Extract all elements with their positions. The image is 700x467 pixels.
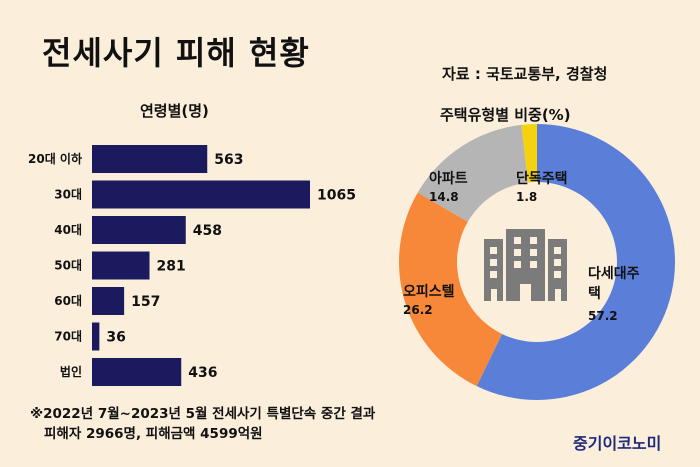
bar-value-label: 157 xyxy=(131,294,160,310)
building-window xyxy=(490,259,497,266)
bar-category-label: 20대 이하 xyxy=(28,151,82,166)
publisher-logo: 중기이코노미 xyxy=(573,434,662,453)
footnote: ※2022년 7월~2023년 5월 전세사기 특별단속 중간 결과 피해자 2… xyxy=(30,404,375,444)
donut-slice-label: 택 xyxy=(588,285,601,302)
building-door xyxy=(520,284,531,301)
building-window xyxy=(490,271,497,278)
bar xyxy=(92,180,310,209)
bar-value-label: 563 xyxy=(214,152,243,168)
bar xyxy=(92,251,150,280)
building-window xyxy=(530,237,537,244)
donut-slice xyxy=(476,124,676,400)
bar-category-label: 50대 xyxy=(54,259,82,273)
building-gap xyxy=(555,289,561,301)
bar xyxy=(92,358,182,386)
building-window xyxy=(530,261,537,268)
building-left-wing xyxy=(484,239,503,301)
bar-value-label: 36 xyxy=(106,330,125,346)
building-window xyxy=(490,247,497,254)
donut-slice-label: 다세대주 xyxy=(588,266,640,282)
donut-chart xyxy=(398,124,676,400)
bar-category-label: 30대 xyxy=(54,188,82,202)
building-window xyxy=(554,271,561,278)
donut-slice-value: 26.2 xyxy=(403,303,433,317)
bar-category-label: 40대 xyxy=(54,223,82,237)
building-window xyxy=(554,259,561,266)
building-icon xyxy=(484,229,567,301)
source-note: 자료 : 국토교통부, 경찰청 xyxy=(442,65,608,83)
bar xyxy=(92,322,100,351)
bar-value-label: 436 xyxy=(188,365,217,381)
building-right-wing xyxy=(548,239,567,301)
bar-category-label: 70대 xyxy=(54,330,82,344)
donut-slice-value: 57.2 xyxy=(588,309,618,323)
building-window xyxy=(514,237,521,244)
bar-category-label: 법인 xyxy=(60,364,82,379)
page-title: 전세사기 피해 현황 xyxy=(42,34,310,72)
footnote-line-1: ※2022년 7월~2023년 5월 전세사기 특별단속 중간 결과 xyxy=(30,406,376,422)
donut-slice xyxy=(521,124,537,183)
donut-slice xyxy=(398,192,503,387)
donut-slice-value: 1.8 xyxy=(516,190,537,204)
donut-slice-value: 14.8 xyxy=(429,190,459,204)
building-window xyxy=(514,249,521,256)
donut-slice-label: 아파트 xyxy=(429,170,468,187)
bar xyxy=(92,145,208,173)
footnote-line-2: 피해자 2966명, 피해금액 4599억원 xyxy=(44,426,263,442)
building-gap xyxy=(491,289,497,301)
bar-value-label: 1065 xyxy=(317,188,356,204)
building-window xyxy=(554,247,561,254)
donut-slice-label: 오피스텔 xyxy=(403,284,455,300)
bar xyxy=(92,287,125,315)
bar xyxy=(92,216,186,244)
bar-chart-title: 연령별(명) xyxy=(140,102,209,120)
bar-category-label: 60대 xyxy=(54,294,82,308)
donut-slice xyxy=(417,124,528,222)
building-window xyxy=(530,249,537,256)
building-window xyxy=(514,261,521,268)
donut-slice-label: 단독주택 xyxy=(516,170,568,187)
bar-value-label: 458 xyxy=(193,223,222,239)
bar-value-label: 281 xyxy=(157,259,186,275)
bar-chart: 20대 이하 563 30대 1065 40대 458 50대 281 60대 157 70대 36 법… xyxy=(28,145,356,386)
donut-chart-title: 주택유형별 비중(%) xyxy=(440,106,571,124)
